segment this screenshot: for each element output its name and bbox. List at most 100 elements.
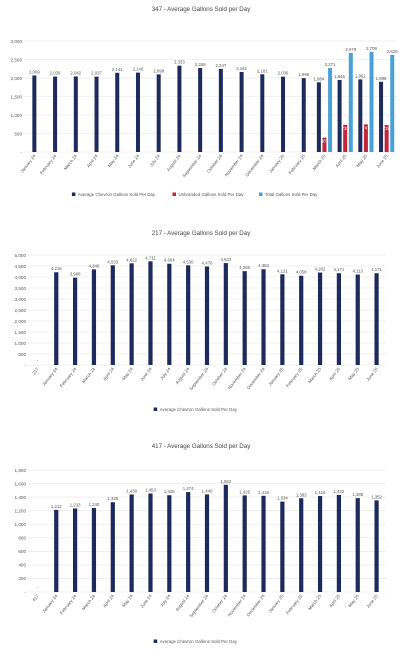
bar	[91, 507, 97, 592]
data-label: 1,946	[334, 74, 345, 79]
data-label: 2,141	[112, 67, 123, 72]
x-tick-label: December 24	[244, 153, 265, 177]
data-label: 2,247	[215, 63, 226, 68]
bar	[91, 269, 97, 365]
bar	[299, 498, 304, 592]
x-tick-label: December 24	[246, 366, 267, 390]
data-label: 1,352	[371, 494, 382, 499]
data-label: 2,037	[91, 71, 102, 76]
bar	[218, 68, 223, 152]
bar	[148, 493, 153, 592]
bar	[129, 263, 134, 365]
legend-label: Unbranded Gallons Sold Per Day	[179, 192, 245, 197]
x-tick-label: September 24	[181, 153, 202, 178]
bar	[336, 273, 341, 365]
x-tick-label: February 24	[59, 366, 78, 388]
legend-swatch	[71, 192, 76, 196]
data-label: 1,432	[334, 489, 345, 494]
x-tick-label: March 24	[81, 593, 97, 611]
data-label: 1,416	[315, 490, 326, 495]
bar	[204, 494, 210, 592]
data-label: 1,962	[355, 73, 366, 78]
x-tick-label: December 24	[246, 593, 267, 617]
legend-label: Total Gallons Sold Per Day	[265, 192, 318, 197]
x-tick-label: 217	[31, 366, 40, 375]
bar	[369, 51, 374, 152]
data-label: 2,162	[236, 66, 247, 71]
bar	[53, 76, 58, 152]
data-label: -	[37, 358, 39, 363]
data-label: 2,679	[345, 47, 356, 52]
y-tick-label: 2,500	[15, 308, 27, 313]
data-label: 2,269	[195, 62, 206, 67]
data-label: 4,202	[315, 267, 326, 272]
y-tick-label: 1,400	[15, 495, 27, 500]
x-tick-label: May 25	[347, 593, 360, 608]
legend-swatch	[153, 639, 158, 643]
y-tick-label: 4,000	[15, 275, 27, 280]
x-tick-label: June 25	[365, 366, 379, 382]
y-tick-label: 1,000	[11, 113, 23, 118]
chart-title: 417 - Average Gallons Sold per Day	[152, 443, 252, 450]
bar	[129, 494, 134, 592]
bar	[301, 78, 306, 152]
x-tick-label: August 24	[166, 153, 182, 172]
x-tick-label: June 25	[375, 153, 389, 169]
data-label: 2,098	[153, 68, 164, 73]
x-tick-label: February 25	[285, 366, 304, 388]
data-label: 4,530	[183, 259, 194, 264]
data-label: 4,266	[239, 265, 250, 270]
data-label: 1,582	[220, 479, 231, 484]
legend-label: Average Chevron Gallons Sold Per Day	[160, 639, 238, 644]
data-label: 1,383	[296, 492, 307, 497]
y-tick-label: 2,000	[11, 76, 23, 81]
data-label: 4,121	[277, 268, 288, 273]
data-label: -	[37, 585, 39, 590]
data-label: 4,353	[258, 263, 269, 268]
bar	[280, 501, 285, 592]
y-tick-label: 600	[18, 549, 26, 554]
bar	[186, 265, 191, 365]
data-label: 4,216	[51, 266, 62, 271]
data-label: 3,968	[70, 272, 81, 277]
data-label: 747	[362, 125, 370, 130]
bar	[32, 75, 37, 152]
x-tick-label: January 25	[268, 153, 286, 174]
data-label: 1,334	[277, 496, 288, 501]
x-tick-label: August 24	[174, 593, 190, 612]
bar	[177, 65, 182, 152]
data-label: 4,171	[371, 267, 382, 272]
bar	[358, 79, 363, 152]
bar	[299, 275, 304, 365]
data-label: 2,146	[133, 67, 144, 72]
bar	[94, 76, 99, 152]
bar	[363, 124, 368, 152]
x-tick-label: March 25	[312, 153, 328, 171]
data-label: 2,333	[174, 60, 185, 65]
y-tick-label: 500	[14, 131, 22, 136]
y-tick-label: 1,500	[15, 330, 27, 335]
bar	[110, 502, 115, 592]
bar	[223, 484, 228, 592]
legend-label: Average Chevron Gallons Sold Per Day	[160, 407, 238, 412]
x-tick-label: April 25	[334, 153, 347, 168]
x-tick-label: May 24	[107, 153, 120, 168]
bar	[379, 81, 384, 152]
x-tick-label: February 25	[288, 153, 307, 175]
data-label: 4,113	[353, 269, 364, 274]
data-label: 4,171	[334, 267, 345, 272]
bar	[148, 261, 153, 365]
x-tick-label: October 24	[206, 153, 224, 174]
y-tick-label: 400	[18, 563, 26, 568]
chart-title: 217 - Average Gallons Sold per Day	[152, 230, 252, 237]
x-tick-label: May 25	[355, 153, 368, 168]
bar	[261, 495, 266, 592]
x-tick-label: March 24	[63, 153, 79, 171]
x-tick-label: June 24	[139, 593, 153, 609]
bar	[390, 54, 395, 153]
bar	[317, 496, 323, 592]
y-tick-label: 1,600	[15, 481, 27, 486]
data-label: 1,996	[298, 72, 309, 77]
y-tick-label: 1,000	[15, 522, 27, 527]
